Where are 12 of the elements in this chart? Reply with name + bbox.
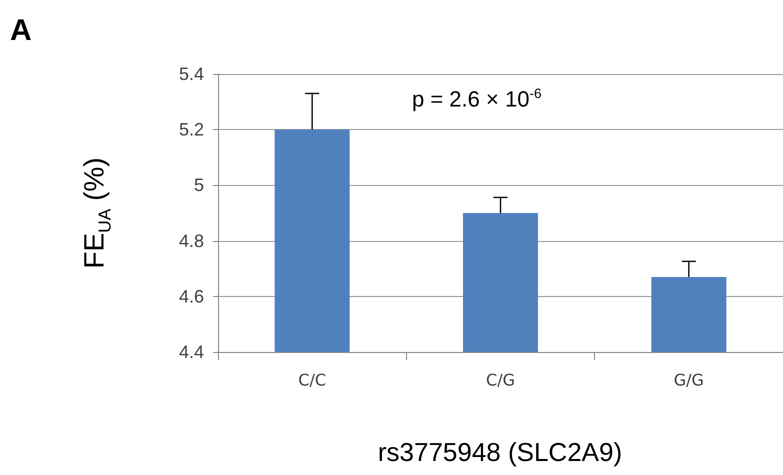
y-tick-label: 4.8 — [178, 230, 204, 251]
y-tick-label: 4.6 — [178, 286, 204, 306]
x-axis-title: rs3775948 (SLC2A9) — [376, 437, 624, 468]
y-tick-label: 5 — [194, 175, 204, 196]
x-tick-label: C/C — [298, 370, 326, 390]
chart-title: A — [10, 14, 32, 48]
x-tick-label: G/G — [674, 370, 704, 390]
y-tick-label: 4.4 — [178, 342, 204, 362]
x-tick-label: C/G — [486, 370, 515, 390]
y-tick-label: 5.2 — [178, 120, 204, 140]
annotation: p = 2.6 × 10$^{-6}$ — [412, 86, 542, 112]
y-tick-label: 5.4 — [178, 64, 204, 84]
